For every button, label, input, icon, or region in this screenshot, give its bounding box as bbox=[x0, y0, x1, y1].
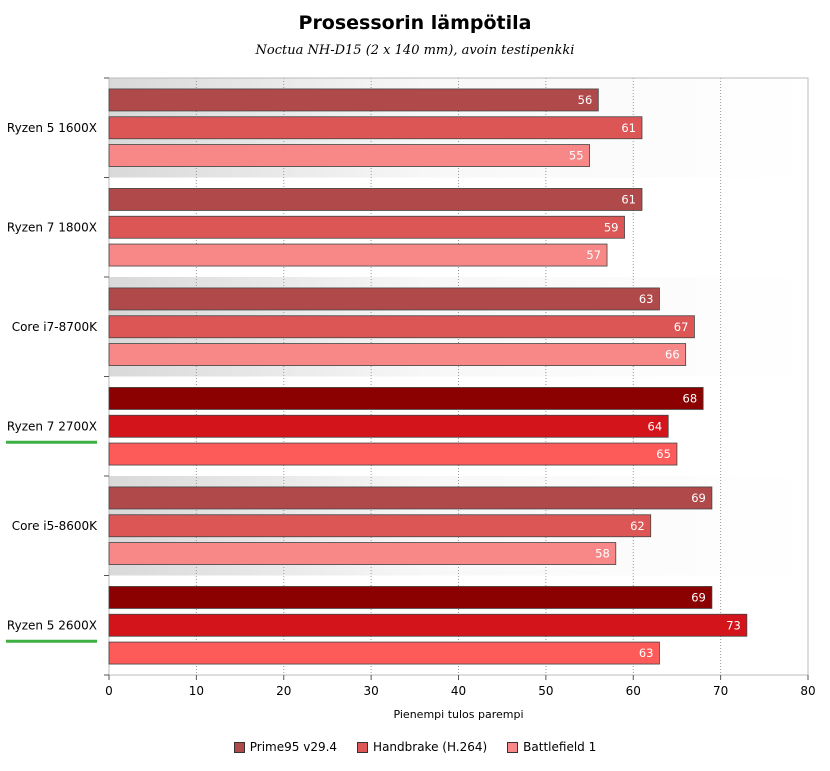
bar-value-label: 67 bbox=[674, 320, 689, 334]
bar bbox=[108, 542, 617, 565]
bar-value-label: 64 bbox=[648, 419, 663, 433]
legend: Prime95 v29.4 Handbrake (H.264) Battlefiel… bbox=[0, 740, 830, 754]
bar bbox=[108, 144, 590, 167]
bar-value-label: 58 bbox=[595, 547, 610, 561]
x-tick-label: 70 bbox=[713, 684, 728, 698]
bar bbox=[108, 243, 608, 267]
y-tick-label: Ryzen 5 2600X bbox=[7, 618, 97, 632]
x-tick-label: 10 bbox=[189, 684, 204, 698]
bar bbox=[108, 641, 660, 665]
x-tick-label: 0 bbox=[105, 684, 113, 698]
legend-swatch bbox=[357, 741, 369, 753]
x-tick-label: 40 bbox=[451, 684, 466, 698]
legend-label: Prime95 v29.4 bbox=[249, 740, 338, 754]
bar bbox=[108, 514, 652, 538]
bar-value-label: 59 bbox=[604, 220, 619, 234]
bar bbox=[108, 88, 599, 112]
bar-value-label: 69 bbox=[691, 491, 706, 505]
bar bbox=[108, 315, 695, 339]
x-tick-label: 50 bbox=[538, 684, 553, 698]
bar bbox=[108, 343, 687, 366]
x-axis-label: Pienempi tulos parempi bbox=[393, 708, 523, 721]
chart-title: Prosessorin lämpötila bbox=[298, 12, 532, 34]
bar bbox=[108, 442, 678, 466]
bar-value-label: 69 bbox=[691, 590, 706, 604]
legend-item: Handbrake (H.264) bbox=[357, 740, 487, 754]
bar-value-label: 63 bbox=[639, 646, 654, 660]
y-tick-label: Ryzen 5 1600X bbox=[7, 121, 97, 135]
bar-value-label: 63 bbox=[639, 292, 654, 306]
bar-value-label: 56 bbox=[578, 93, 593, 107]
chart-subtitle: Noctua NH-D15 (2 x 140 mm), avoin testip… bbox=[255, 43, 575, 58]
bar bbox=[108, 188, 643, 211]
bar-value-label: 55 bbox=[569, 149, 584, 163]
bar bbox=[108, 287, 660, 311]
x-tick-label: 60 bbox=[626, 684, 641, 698]
bar bbox=[108, 486, 713, 510]
bar-value-label: 61 bbox=[621, 121, 636, 135]
y-tick-label: Ryzen 7 2700X bbox=[7, 419, 97, 433]
legend-swatch bbox=[233, 741, 245, 753]
x-tick-label: 20 bbox=[276, 684, 291, 698]
bar-value-label: 73 bbox=[726, 618, 741, 632]
bar bbox=[108, 387, 704, 410]
y-tick-label: Ryzen 7 1800X bbox=[7, 220, 97, 234]
legend-label: Battlefield 1 bbox=[523, 740, 597, 754]
bar bbox=[108, 414, 669, 438]
bar-value-label: 68 bbox=[683, 391, 698, 405]
bar-value-label: 65 bbox=[656, 447, 671, 461]
legend-item: Battlefield 1 bbox=[507, 740, 596, 754]
bar-value-label: 57 bbox=[586, 248, 601, 262]
legend-swatch bbox=[507, 741, 519, 753]
y-tick-label: Core i7-8700K bbox=[12, 320, 98, 334]
legend-item: Prime95 v29.4 bbox=[233, 740, 338, 754]
bar-value-label: 66 bbox=[665, 348, 680, 362]
y-tick-label: Core i5-8600K bbox=[12, 519, 98, 533]
bar bbox=[108, 215, 625, 239]
x-tick-label: 80 bbox=[800, 684, 815, 698]
bar-value-label: 61 bbox=[621, 192, 636, 206]
bar bbox=[108, 613, 748, 637]
x-tick-label: 30 bbox=[363, 684, 378, 698]
bar-value-label: 62 bbox=[630, 519, 645, 533]
legend-label: Handbrake (H.264) bbox=[373, 740, 488, 754]
bar bbox=[108, 116, 643, 140]
bar bbox=[108, 586, 713, 609]
